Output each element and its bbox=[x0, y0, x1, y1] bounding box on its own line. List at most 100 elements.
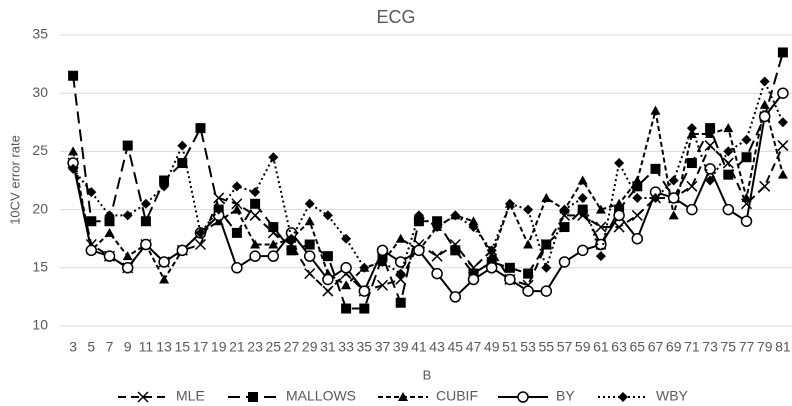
marker bbox=[449, 291, 462, 303]
x-tick-label: 9 bbox=[124, 339, 132, 355]
marker bbox=[268, 152, 279, 163]
marker bbox=[668, 210, 679, 220]
marker bbox=[486, 251, 497, 261]
x-tick-label: 43 bbox=[429, 339, 445, 355]
marker bbox=[322, 251, 333, 262]
legend-label: MALLOWS bbox=[286, 388, 356, 404]
marker bbox=[523, 239, 534, 249]
marker bbox=[741, 134, 752, 145]
series-line bbox=[72, 92, 784, 299]
marker bbox=[359, 262, 370, 273]
marker bbox=[705, 175, 716, 186]
chart-title: ECG bbox=[376, 7, 415, 27]
marker bbox=[341, 280, 352, 290]
marker bbox=[140, 238, 152, 251]
marker bbox=[777, 47, 788, 58]
marker bbox=[431, 267, 443, 280]
marker bbox=[249, 209, 261, 221]
marker bbox=[486, 245, 497, 256]
marker bbox=[213, 204, 224, 215]
x-tick-label: 37 bbox=[375, 339, 391, 355]
marker bbox=[632, 175, 643, 185]
marker bbox=[650, 105, 661, 115]
marker bbox=[341, 303, 352, 314]
marker bbox=[286, 245, 297, 256]
x-tick-label: 73 bbox=[702, 339, 718, 355]
series-line bbox=[72, 78, 784, 276]
x-tick-label: 3 bbox=[69, 339, 77, 355]
marker bbox=[431, 250, 443, 262]
marker bbox=[704, 140, 716, 152]
x-tick-label: 17 bbox=[193, 339, 209, 355]
marker bbox=[613, 221, 625, 233]
y-axis-label: 10CV error rate bbox=[7, 135, 22, 225]
marker bbox=[686, 123, 697, 134]
marker bbox=[85, 244, 98, 257]
marker bbox=[523, 204, 534, 215]
marker bbox=[376, 244, 389, 257]
x-tick-label: 67 bbox=[648, 339, 664, 355]
legend-label: BY bbox=[556, 388, 575, 404]
x-tick-label: 61 bbox=[593, 339, 609, 355]
marker bbox=[176, 244, 189, 257]
marker bbox=[468, 268, 479, 279]
marker bbox=[541, 192, 552, 202]
x-axis-label: B bbox=[423, 367, 432, 382]
marker bbox=[303, 250, 316, 262]
marker bbox=[322, 210, 333, 221]
marker bbox=[268, 239, 279, 249]
legend-marker bbox=[398, 392, 408, 401]
marker bbox=[413, 210, 424, 221]
y-tick-label: 30 bbox=[32, 84, 48, 100]
x-tick-label: 19 bbox=[211, 339, 227, 355]
marker bbox=[68, 70, 79, 81]
marker bbox=[686, 180, 698, 192]
marker bbox=[104, 216, 115, 227]
marker bbox=[740, 215, 753, 227]
marker bbox=[250, 198, 261, 209]
marker bbox=[267, 250, 280, 262]
x-tick-label: 35 bbox=[357, 339, 373, 355]
marker bbox=[140, 198, 151, 209]
marker bbox=[268, 222, 279, 233]
marker bbox=[68, 146, 79, 156]
marker bbox=[377, 256, 388, 267]
x-tick-label: 51 bbox=[502, 339, 518, 355]
x-tick-label: 39 bbox=[393, 339, 409, 355]
marker bbox=[558, 256, 571, 268]
marker bbox=[777, 117, 788, 128]
marker bbox=[777, 169, 788, 179]
marker bbox=[158, 256, 170, 268]
marker bbox=[541, 262, 552, 273]
marker bbox=[177, 158, 188, 169]
marker bbox=[614, 204, 625, 215]
legend-marker bbox=[517, 391, 529, 403]
marker bbox=[395, 268, 406, 279]
marker bbox=[432, 222, 443, 233]
marker bbox=[650, 163, 661, 174]
x-tick-label: 23 bbox=[247, 339, 263, 355]
marker bbox=[68, 163, 79, 174]
marker bbox=[250, 187, 261, 198]
marker bbox=[595, 221, 607, 233]
marker bbox=[485, 262, 498, 274]
marker bbox=[377, 251, 388, 262]
marker bbox=[577, 204, 588, 215]
x-tick-label: 47 bbox=[466, 339, 482, 355]
marker bbox=[122, 210, 133, 221]
y-tick-label: 35 bbox=[32, 26, 48, 42]
marker bbox=[231, 227, 242, 238]
x-tick-label: 55 bbox=[539, 339, 555, 355]
x-tick-label: 7 bbox=[106, 339, 114, 355]
marker bbox=[304, 239, 315, 250]
marker bbox=[177, 140, 188, 151]
marker bbox=[595, 251, 606, 262]
marker bbox=[595, 204, 606, 214]
x-tick-label: 13 bbox=[156, 339, 172, 355]
marker bbox=[359, 303, 370, 314]
marker bbox=[504, 273, 516, 286]
marker bbox=[304, 268, 316, 280]
legend-label: MLE bbox=[176, 388, 205, 404]
marker bbox=[722, 157, 734, 169]
